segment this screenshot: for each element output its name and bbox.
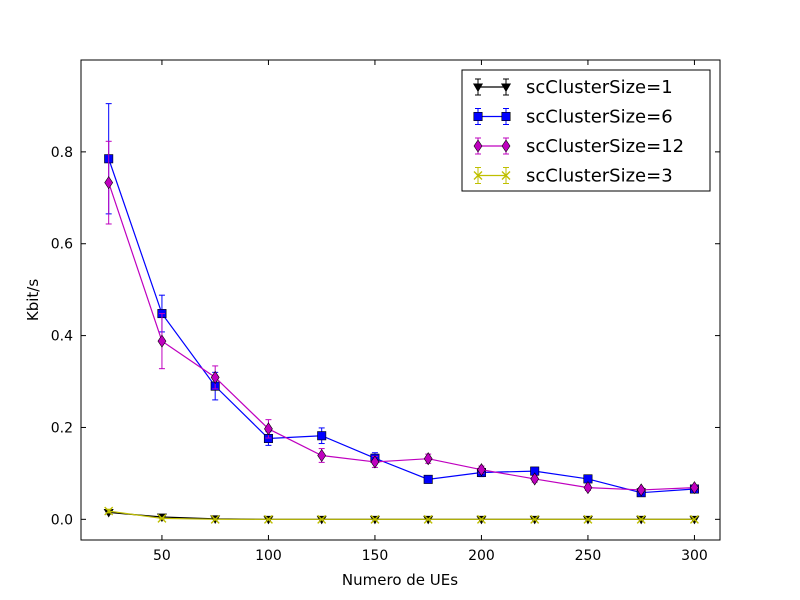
x-tick-label: 250 [575,548,602,564]
legend-marker [472,83,484,93]
data-point [530,514,540,524]
series-line [108,158,695,494]
data-point [104,176,114,190]
axes-frame [80,59,721,541]
data-point [264,422,273,436]
data-point [157,334,167,348]
data-point [370,514,380,524]
y-tick-label: 0.8 [51,145,73,161]
data-point [423,474,433,484]
legend-label: scClusterSize=12 [526,136,684,157]
data-point [476,514,486,524]
data-point [370,455,380,469]
data-point [477,463,486,477]
legend-marker [501,112,511,122]
legend-label: scClusterSize=6 [526,107,673,128]
y-tick-label: 0.2 [51,420,73,436]
legend-entry-scclustersize-1: scClusterSize=1 [472,77,673,98]
data-point [104,506,114,516]
x-axis-label: Numero de UEs [342,571,458,589]
data-point [636,514,646,524]
legend-marker [500,83,512,93]
series-line [108,182,695,491]
data-point [317,514,327,524]
data-point [689,514,699,524]
series-line [108,511,695,520]
data-point [423,452,433,466]
legend-marker [501,139,511,153]
x-tick-label: 150 [362,548,389,564]
x-tick-label: 100 [255,548,282,564]
data-point [317,448,327,463]
data-point [530,472,540,486]
data-point [583,514,593,524]
legend-entry-scclustersize-12: scClusterSize=12 [473,136,684,157]
legend-box [461,69,711,192]
axes: 50 100 150 200 250 300 0.0 0.2 0.4 0.6 0.8 [51,59,721,564]
y-tick-label: 0.4 [51,329,73,345]
data-point [583,481,593,495]
data-point [317,431,327,441]
data-point [210,370,220,384]
legend-marker [473,139,483,153]
x-tick-label: 50 [153,548,171,564]
data-point [423,514,433,524]
series-scclustersize-1 [103,508,700,525]
data-point [210,514,220,524]
y-tick-label: 0.6 [51,237,73,253]
legend-label: scClusterSize=1 [526,77,673,98]
legend: scClusterSize=1 scClusterSize=6 scClusterS… [461,69,711,192]
legend-entry-scclustersize-6: scClusterSize=6 [473,107,673,128]
series-scclustersize-12 [104,140,699,497]
y-tick-label: 0.0 [51,512,73,528]
data-point [157,513,167,523]
data-point [690,481,699,495]
data-point [263,514,273,524]
legend-label: scClusterSize=3 [526,166,673,187]
plot-area [103,103,700,525]
series-scclustersize-3 [104,506,699,524]
data-point [636,483,646,497]
x-tick-label: 200 [468,548,495,564]
x-tick-label: 300 [681,548,708,564]
legend-entry-scclustersize-3: scClusterSize=3 [473,166,673,187]
legend-marker [473,171,483,180]
legend-marker [501,171,511,180]
legend-marker [473,112,483,122]
y-axis-label: Kbit/s [24,279,42,321]
series-line [108,510,695,520]
